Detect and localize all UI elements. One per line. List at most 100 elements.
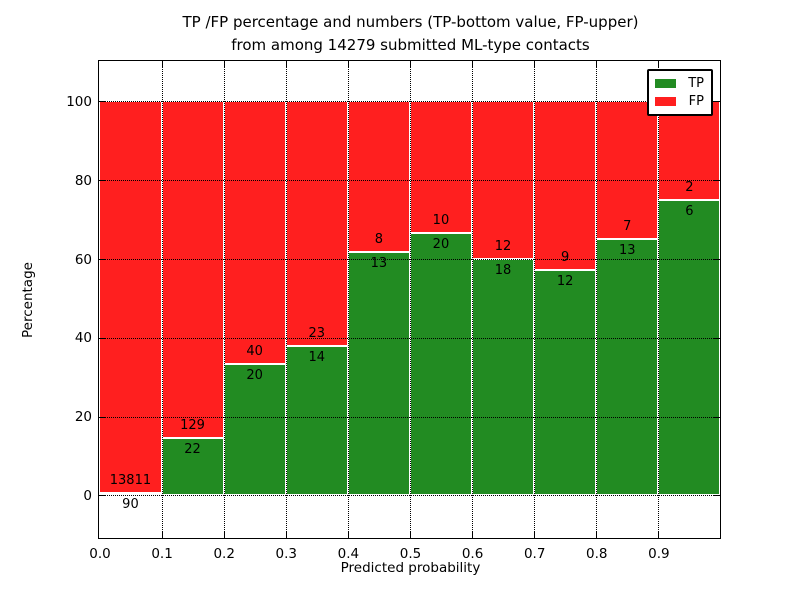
x-tick-mark — [347, 61, 349, 68]
fp-count-label: 10 — [432, 212, 450, 228]
v-gridline — [161, 61, 163, 539]
fp-swatch-icon — [655, 97, 676, 106]
y-tick-mark — [99, 416, 106, 418]
fp-count-label: 8 — [374, 231, 383, 247]
fp-count-label: 7 — [623, 219, 632, 235]
bar-fp-segment — [285, 101, 348, 347]
y-tick-mark — [99, 337, 106, 339]
fp-count-label: 40 — [246, 344, 263, 360]
v-gridline — [409, 61, 411, 539]
bar-tp-segment — [99, 492, 162, 496]
bar-tp-segment — [223, 364, 286, 496]
x-tick-label: 0.4 — [337, 546, 360, 562]
x-tick-mark — [409, 61, 411, 68]
y-tick-mark — [714, 259, 721, 260]
chart-title: TP /FP percentage and numbers (TP-bottom… — [100, 11, 721, 57]
v-gridline — [223, 61, 225, 539]
tp-swatch-icon — [655, 79, 676, 88]
x-tick-label: 0.0 — [89, 546, 111, 562]
x-tick-mark — [596, 61, 598, 68]
y-tick-label: 100 — [66, 94, 92, 110]
y-tick-label: 20 — [74, 409, 92, 426]
bar-tp-segment — [161, 438, 224, 496]
bar-fp-segment — [223, 101, 286, 365]
bar-tp-segment — [285, 346, 348, 496]
x-tick-mark — [285, 532, 287, 539]
plot-area: 13811 90 129 22 40 20 23 14 8 13 10 20 12 18 9 12 7 13 2 6 — [98, 60, 722, 540]
v-gridline — [658, 61, 660, 539]
fp-count-label: 13811 — [109, 472, 152, 488]
y-tick-label: 0 — [83, 488, 92, 504]
v-gridline — [285, 61, 287, 539]
bar-tp-segment — [409, 232, 472, 496]
tp-count-label: 14 — [308, 350, 326, 366]
tp-count-label: 13 — [618, 243, 636, 259]
tp-count-label: 20 — [246, 368, 263, 384]
x-tick-label: 0.3 — [275, 546, 298, 562]
tp-count-label: 12 — [556, 274, 574, 290]
bar-fp-segment — [658, 101, 721, 200]
x-tick-label: 0.9 — [648, 546, 670, 562]
bar-fp-segment — [347, 101, 410, 252]
y-tick-mark — [714, 180, 721, 182]
bar-tp-segment — [472, 259, 535, 496]
y-tick-mark — [714, 495, 721, 497]
x-tick-mark — [223, 532, 225, 539]
tp-count-label: 90 — [122, 496, 139, 512]
legend: TP FP — [647, 69, 713, 116]
x-tick-label: 0.7 — [523, 546, 546, 562]
chart-title-line2: from among 14279 submitted ML-type conta… — [231, 36, 590, 54]
x-tick-mark — [347, 532, 349, 539]
x-tick-mark — [161, 532, 163, 539]
v-gridline — [347, 61, 349, 539]
y-tick-mark — [714, 416, 721, 418]
x-tick-mark — [285, 61, 287, 68]
x-tick-mark — [409, 532, 411, 539]
bar-fp-segment — [161, 101, 224, 438]
x-tick-mark — [596, 532, 598, 539]
x-tick-label: 0.1 — [151, 546, 173, 562]
v-gridline — [534, 61, 536, 539]
y-tick-label: 40 — [74, 330, 92, 347]
tp-count-label: 18 — [494, 263, 512, 278]
tp-count-label: 20 — [432, 236, 450, 252]
x-tick-label: 0.2 — [213, 546, 235, 562]
bar-fp-segment — [534, 101, 597, 271]
tp-count-label: 13 — [370, 255, 388, 271]
bar-tp-segment — [347, 251, 410, 496]
y-tick-mark — [99, 259, 106, 260]
y-tick-label: 60 — [74, 251, 92, 268]
chart-title-line1: TP /FP percentage and numbers (TP-bottom… — [182, 13, 639, 31]
x-tick-label: 0.8 — [586, 546, 608, 562]
legend-label-tp: TP — [688, 76, 704, 91]
x-axis-label: Predicted probability — [340, 560, 481, 576]
fp-count-label: 9 — [561, 250, 570, 266]
v-gridline — [596, 61, 598, 539]
x-tick-mark — [534, 532, 536, 539]
x-tick-mark — [223, 61, 225, 68]
fp-count-label: 23 — [308, 326, 326, 342]
x-tick-mark — [161, 61, 163, 68]
x-tick-mark — [472, 532, 473, 539]
x-tick-label: 0.6 — [461, 546, 484, 562]
legend-label-fp: FP — [688, 94, 704, 109]
y-tick-mark — [714, 101, 721, 103]
legend-item-fp: FP — [655, 94, 704, 109]
x-tick-mark — [658, 61, 660, 68]
fp-count-label: 12 — [494, 239, 512, 254]
v-gridline — [472, 61, 473, 539]
y-tick-mark — [99, 101, 106, 103]
bar-tp-segment — [596, 239, 659, 496]
fp-count-label: 2 — [685, 179, 694, 195]
x-tick-mark — [658, 532, 660, 539]
x-tick-mark — [534, 61, 536, 68]
y-tick-mark — [99, 180, 106, 182]
fp-count-label: 129 — [180, 418, 205, 433]
tp-count-label: 22 — [184, 442, 201, 457]
y-tick-label: 80 — [74, 172, 92, 189]
y-tick-mark — [714, 337, 721, 339]
y-tick-mark — [99, 495, 106, 497]
y-axis-label: Percentage — [20, 262, 36, 338]
legend-item-tp: TP — [655, 76, 704, 91]
